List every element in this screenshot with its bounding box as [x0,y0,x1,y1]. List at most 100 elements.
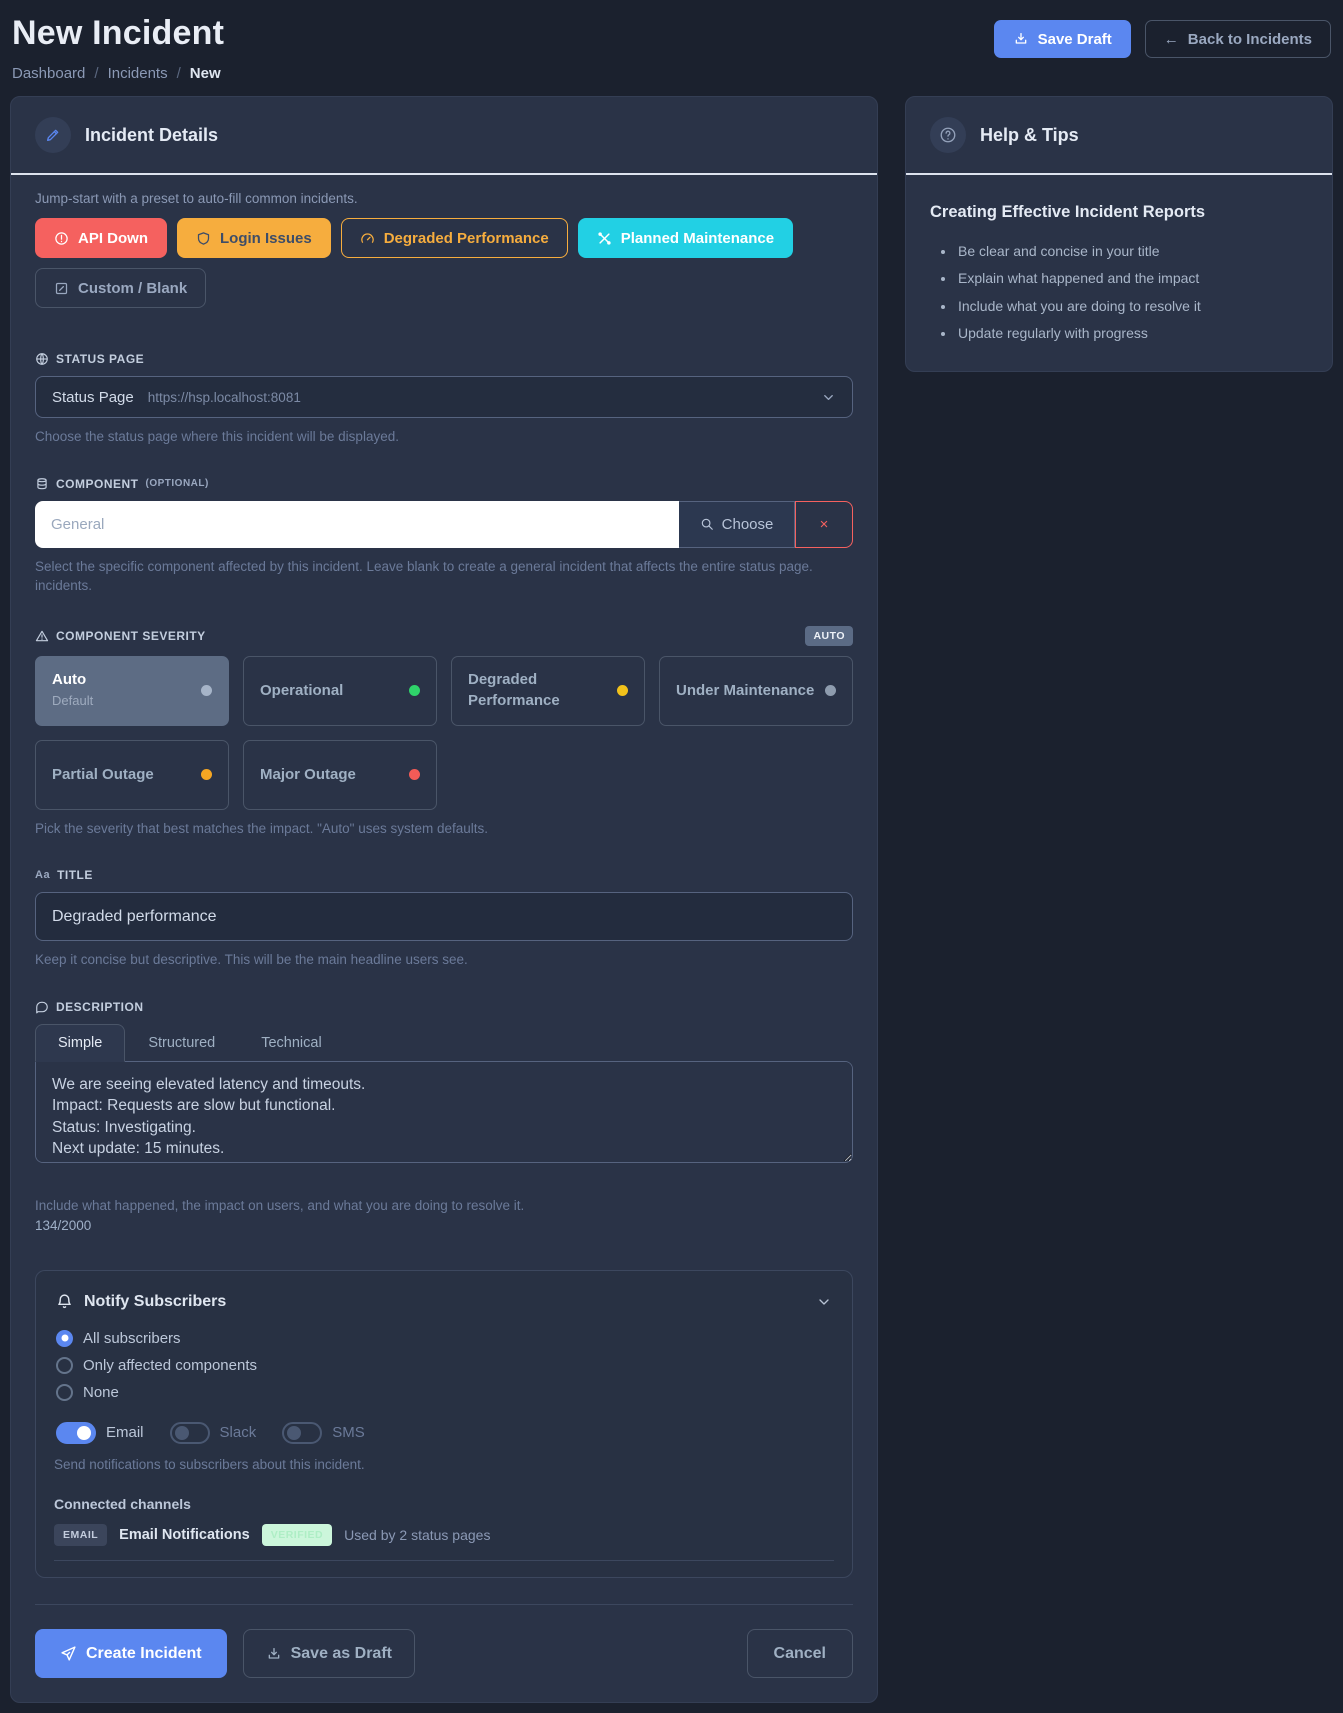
toggle-switch [282,1421,323,1444]
channel-type-badge: EMAIL [54,1524,108,1547]
top-bar: New Incident Dashboard / Incidents / New… [10,0,1333,96]
severity-option-degraded-performance[interactable]: Degraded Performance [451,655,645,726]
component-clear-button[interactable]: × [795,500,853,548]
preset-api-down-button[interactable]: API Down [35,218,167,258]
title-section: Aa Title Keep it concise but descriptive… [35,868,853,970]
tab-structured[interactable]: Structured [148,1034,216,1051]
component-section: Component (Optional) Choose × Select the… [35,477,853,596]
save-draft-button[interactable]: Save Draft [993,20,1131,58]
toggle-switch [56,1421,96,1444]
paper-plane-icon [60,1645,77,1662]
severity-option-operational[interactable]: Operational [243,655,437,726]
severity-option-under-maintenance[interactable]: Under Maintenance [659,655,853,726]
chevron-down-icon [821,390,836,405]
breadcrumb-separator: / [94,65,99,82]
tab-simple[interactable]: Simple [35,1023,126,1062]
title-input[interactable] [35,892,853,942]
severity-option-auto[interactable]: Auto Default [35,655,229,726]
help-tip: Be clear and concise in your title [956,238,1308,265]
toggle-sms[interactable]: SMS [282,1421,365,1444]
help-tips-list: Be clear and concise in your title Expla… [930,238,1308,347]
preset-degraded-performance-button[interactable]: Degraded Performance [340,218,568,258]
help-tips-card: Help & Tips Creating Effective Incident … [905,96,1333,373]
severity-options: Auto Default Operational Degraded Perfor… [35,655,853,810]
radio-icon [56,1329,73,1347]
notify-helper: Send notifications to subscribers about … [54,1456,365,1472]
verified-badge: VERIFIED [261,1524,333,1547]
component-severity-section: Component Severity AUTO Auto Default Ope… [35,625,853,839]
title-label: Title [57,868,93,883]
severity-option-major-outage[interactable]: Major Outage [243,739,437,810]
auto-badge: AUTO [805,625,853,646]
toggle-slack[interactable]: Slack [169,1421,256,1444]
component-choose-button[interactable]: Choose [679,500,795,548]
severity-dot [409,769,420,781]
preset-planned-maintenance-button[interactable]: Planned Maintenance [577,218,794,258]
card-title: Incident Details [85,124,219,145]
help-tip: Update regularly with progress [956,320,1308,347]
description-helper: Include what happened, the impact on use… [35,1198,525,1233]
warning-triangle-icon [35,629,49,643]
toggle-switch [169,1421,210,1444]
breadcrumb-separator: / [176,65,181,82]
channel-toggles: Email Slack SMS [54,1420,834,1446]
chevron-down-icon [816,1294,832,1310]
toggle-email[interactable]: Email [56,1421,144,1444]
radio-all-subscribers[interactable]: All subscribers [54,1325,834,1352]
arrow-left-icon: ← [1163,30,1179,48]
chat-bubble-icon [35,1000,49,1014]
component-label: Component [56,476,139,491]
severity-dot [201,685,212,697]
back-to-incidents-button[interactable]: ← Back to Incidents [1144,20,1331,58]
help-tip: Explain what happened and the impact [956,265,1308,292]
component-helper: Select the specific component affected b… [35,558,813,594]
breadcrumb-incidents[interactable]: Incidents [107,65,168,82]
download-icon [266,1646,282,1662]
gauge-icon [360,231,375,246]
bell-icon [56,1293,73,1310]
close-icon: × [819,515,829,533]
notify-subscribers-header[interactable]: Notify Subscribers [54,1289,834,1325]
tab-technical[interactable]: Technical [261,1034,322,1051]
description-textarea[interactable]: We are seeing elevated latency and timeo… [35,1060,853,1163]
help-tips-header: Help & Tips [906,97,1332,175]
alert-circle-icon [54,231,69,246]
incident-details-header: Incident Details [11,97,877,175]
radio-icon [56,1356,73,1374]
char-counter: 134/2000 [35,1217,92,1233]
search-icon [700,517,714,531]
radio-only-affected-components[interactable]: Only affected components [54,1352,834,1379]
form-footer: Create Incident Save as Draft Cancel [35,1604,853,1679]
status-page-section: Status Page Status Page https://hsp.loca… [35,352,853,447]
tools-icon [597,231,612,246]
help-heading: Creating Effective Incident Reports [930,203,1206,221]
component-input[interactable] [35,500,679,548]
page-title: New Incident [12,14,225,52]
description-section: Description Simple Structured Technical … [35,1000,853,1236]
cancel-button[interactable]: Cancel [746,1629,853,1679]
severity-option-partial-outage[interactable]: Partial Outage [35,739,229,810]
radio-icon [56,1383,73,1401]
severity-dot [617,685,628,697]
help-title: Help & Tips [980,124,1079,145]
edit-square-icon [54,281,69,296]
save-as-draft-button[interactable]: Save as Draft [242,1629,415,1679]
download-icon [1013,31,1029,47]
shield-icon [196,231,211,246]
breadcrumb-current: New [189,65,221,82]
status-page-label: Status Page [56,352,145,366]
preset-login-issues-button[interactable]: Login Issues [177,218,331,258]
create-incident-button[interactable]: Create Incident [35,1629,227,1679]
breadcrumb-dashboard[interactable]: Dashboard [12,65,86,82]
status-page-select[interactable]: Status Page https://hsp.localhost:8081 [35,376,853,418]
radio-none[interactable]: None [54,1379,834,1406]
pencil-icon [35,117,71,153]
title-helper: Keep it concise but descriptive. This wi… [35,952,468,968]
notify-title: Notify Subscribers [84,1292,227,1310]
severity-label: Component Severity [56,628,206,643]
preset-custom-blank-button[interactable]: Custom / Blank [35,268,207,308]
breadcrumb: Dashboard / Incidents / New [12,65,224,82]
help-tip: Include what you are doing to resolve it [956,293,1308,320]
connected-channels-title: Connected channels [54,1496,191,1513]
question-icon [930,117,966,153]
